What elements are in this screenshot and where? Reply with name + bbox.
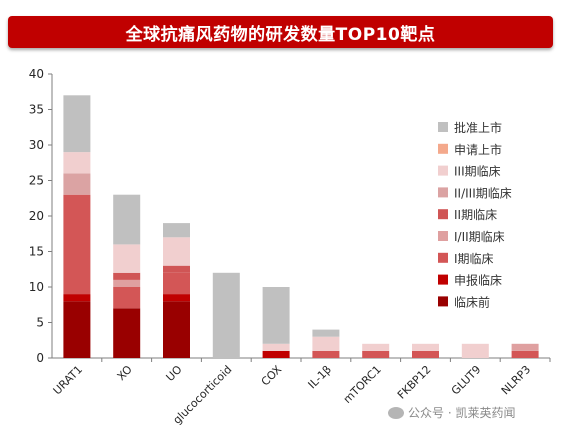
watermark-text: 公众号 · 凯莱英药闻 (408, 406, 516, 420)
legend-swatch (438, 274, 448, 285)
bar-segment (63, 301, 91, 358)
bar-segment (113, 279, 141, 287)
bar-segment (312, 329, 340, 337)
legend-label: I/II期临床 (454, 230, 505, 244)
legend-label: 临床前 (454, 294, 490, 309)
bar-segment (63, 95, 91, 153)
legend-swatch (438, 143, 448, 154)
legend-label: II/III期临床 (454, 186, 512, 200)
legend-label: 批准上市 (454, 120, 502, 135)
y-tick-label: 5 (36, 316, 44, 330)
y-tick-label: 0 (36, 351, 44, 365)
legend-label: I期临床 (454, 252, 494, 266)
x-category-label: IL-1β (306, 363, 334, 391)
bar-segment (461, 343, 489, 358)
bar-segment (262, 343, 290, 351)
wechat-icon (388, 406, 404, 419)
legend-label: 申报临床 (454, 273, 502, 288)
bar-segment (113, 244, 141, 273)
legend-label: 申请上市 (454, 142, 502, 157)
y-tick-label: 40 (29, 67, 44, 81)
bar-segment (63, 294, 91, 302)
x-category-label: URAT1 (51, 363, 85, 397)
bar-segment (63, 152, 91, 174)
legend-swatch (438, 209, 448, 220)
x-category-label: mTORC1 (341, 363, 384, 406)
bar-segment (362, 350, 390, 358)
legend-swatch (438, 187, 448, 198)
bar-segment (63, 173, 91, 195)
bar-segment (511, 350, 539, 358)
x-category-label: COX (259, 363, 285, 389)
legend-swatch (438, 252, 448, 263)
x-category-label: FKBP12 (395, 363, 434, 402)
bar-segment (113, 272, 141, 280)
legend-label: III期临床 (454, 165, 501, 179)
watermark: 公众号 · 凯莱英药闻 (388, 404, 515, 421)
bar-segment (113, 287, 141, 309)
bar-segment (362, 343, 390, 351)
bar-segment (113, 194, 141, 245)
chart-title: 全球抗痛风药物的研发数量TOP10靶点 (125, 24, 436, 45)
bar-segment (163, 294, 190, 302)
y-tick-label: 25 (29, 174, 44, 188)
legend-swatch (438, 296, 448, 307)
bar-segment (63, 194, 91, 295)
bar-segment (163, 223, 190, 238)
y-tick-label: 10 (29, 280, 44, 294)
bar-segment (412, 343, 439, 351)
x-category-label: XO (115, 363, 135, 383)
legend-label: II期临床 (454, 208, 497, 222)
bar-segment (163, 265, 190, 273)
x-category-label: NLRP3 (499, 363, 533, 397)
bar-segment (262, 350, 290, 358)
y-tick-label: 15 (29, 245, 44, 259)
y-tick-label: 35 (29, 103, 44, 117)
bar-segment (412, 350, 439, 358)
y-tick-label: 30 (29, 138, 44, 152)
bar-segment (312, 350, 340, 358)
bar-segment (163, 301, 190, 358)
chart-title-bar: 全球抗痛风药物的研发数量TOP10靶点 (8, 16, 553, 48)
x-category-label: UO (164, 363, 185, 384)
legend-swatch (438, 231, 448, 241)
bar-segment (262, 287, 290, 344)
bar-segment (212, 272, 240, 358)
bar-segment (163, 237, 190, 266)
bar-segment (113, 308, 141, 358)
bar-segment (511, 343, 539, 351)
legend-swatch (438, 165, 448, 176)
bar-segment (312, 336, 340, 351)
bar-segment (163, 272, 190, 295)
x-category-label: GLUT9 (449, 363, 484, 398)
y-tick-label: 20 (29, 209, 44, 223)
legend-swatch (438, 122, 448, 132)
bars (63, 95, 539, 358)
